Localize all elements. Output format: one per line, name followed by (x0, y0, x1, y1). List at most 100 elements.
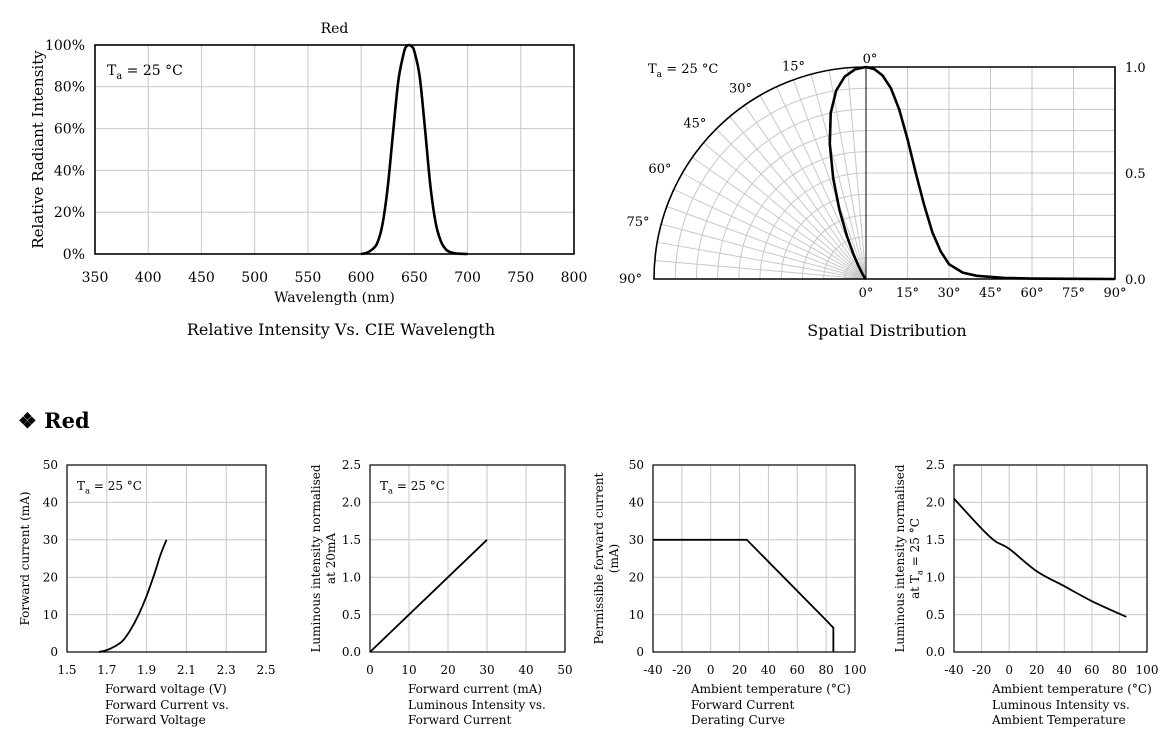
y-axis-label-line: (mA) (607, 544, 621, 573)
y-tick-label: 0.5 (342, 608, 361, 622)
plot-frame (653, 66, 1116, 280)
y-tick-label: 2.5 (342, 458, 361, 472)
y-tick-label: 20 (43, 570, 58, 584)
x-tick-label: 700 (454, 270, 481, 286)
polar-grid-spoke (729, 116, 867, 280)
y-tick-label: 0 (636, 645, 644, 659)
intensity-axis-label: 0.5 (1125, 167, 1146, 182)
angle-axis-label: 0° (859, 286, 874, 301)
x-tick-label: 100 (1136, 663, 1159, 677)
y-tick-label: 0.0 (926, 645, 945, 659)
y-tick-label: 40 (43, 496, 58, 510)
spectrum-chart: 350 400 450 500 550 600 650 700 750 800 0% 20% 40% 60… (29, 21, 587, 339)
x-tick-label: 0 (707, 663, 715, 677)
y-tick-label: 0 (50, 645, 58, 659)
angle-axis-label: 60° (1020, 286, 1043, 301)
x-tick-label: 1.9 (137, 663, 156, 677)
x-tick-label: 800 (561, 270, 588, 286)
chart-caption-line: Forward Current (408, 713, 512, 727)
x-tick-label: -40 (643, 663, 662, 677)
y-axis-label-line: at Ta = 25 °C (908, 518, 925, 599)
chart-caption-line: Luminous Intensity vs. (992, 698, 1130, 712)
y-axis-label-line: Luminous intensity normalised (893, 464, 907, 652)
x-tick-label: 600 (348, 270, 375, 286)
x-tick-label: 500 (241, 270, 268, 286)
plot-frame (369, 464, 566, 653)
x-tick-label: 450 (188, 270, 215, 286)
y-axis-label-line: Luminous intensity normalised (309, 464, 323, 652)
y-axis-label-line: Permissible forward current (592, 472, 606, 644)
x-tick-label: 0 (1005, 663, 1013, 677)
x-tick-label: 30 (479, 663, 494, 677)
y-axis-label: Relative Radiant Intensity (29, 50, 47, 249)
x-tick-label: 1.7 (97, 663, 116, 677)
polar-grid-spoke (759, 95, 867, 280)
y-tick-label: 2.5 (926, 458, 945, 472)
x-tick-label: 550 (295, 270, 322, 286)
y-tick-label: 80% (54, 80, 85, 96)
chart-title: Red (321, 21, 349, 37)
x-tick-label: 20 (1029, 663, 1044, 677)
x-tick-label: 20 (440, 663, 455, 677)
y-tick-label: 0% (63, 247, 85, 263)
data-series-line (369, 539, 488, 653)
y-tick-label: 100% (45, 38, 85, 54)
x-tick-label: 400 (135, 270, 162, 286)
luminous-current-chart: 0 10 20 30 40 50 0.0 0.5 1.0 1.5 2.0 2.5 Ta = 25 °C F… (309, 458, 573, 727)
x-tick-label: 20 (732, 663, 747, 677)
chart-caption-line: Ambient Temperature (991, 713, 1126, 727)
diamond-bullet-icon: ❖ (18, 408, 37, 433)
y-tick-label: 10 (43, 608, 58, 622)
y-tick-label: 50 (629, 458, 644, 472)
luminous-temperature-chart: -40 -20 0 20 40 60 80 100 0.0 0.5 1.0 1.5 2.0 2.5 Ambi… (893, 458, 1158, 727)
y-axis-label-line: at 20mA (324, 533, 338, 584)
polar-intensity-curve (828, 65, 867, 281)
polar-grid-spoke (682, 172, 867, 280)
polar-grid-spoke (666, 206, 867, 280)
temperature-annotation: Ta = 25 °C (107, 63, 183, 82)
intensity-axis-label: 1.0 (1125, 61, 1146, 76)
polar-grid-spoke (743, 105, 867, 280)
polar-angle-label: 15° (782, 59, 805, 74)
x-tick-label: 10 (401, 663, 416, 677)
polar-angle-label: 75° (626, 215, 649, 230)
x-tick-label: 750 (507, 270, 534, 286)
x-tick-label: 40 (1057, 663, 1072, 677)
polar-grid-spoke (692, 156, 867, 280)
x-axis-label: Ambient temperature (°C) (991, 682, 1152, 696)
angle-axis-label: 15° (896, 286, 919, 301)
chart-caption: Spatial Distribution (807, 321, 966, 340)
y-tick-label: 40 (629, 496, 644, 510)
y-tick-label: 30 (43, 533, 58, 547)
forward-voltage-chart: 1.5 1.7 1.9 2.1 2.3 2.5 0 10 20 30 40 50 Ta = 25 °C F… (18, 458, 276, 727)
polar-grid-spoke (810, 74, 867, 280)
derating-chart: -40 -20 0 20 40 60 80 100 0 10 20 30 40 50 Ambient tem… (592, 458, 866, 727)
x-axis-label: Ambient temperature (°C) (690, 682, 851, 696)
polar-angle-label: 30° (729, 81, 752, 96)
x-tick-label: -40 (944, 663, 963, 677)
data-series-line (360, 43, 468, 256)
polar-grid-spoke (661, 223, 867, 280)
x-tick-label: 60 (790, 663, 805, 677)
x-axis-label: Forward voltage (V) (105, 682, 227, 696)
chart-caption-line: Forward Voltage (105, 713, 206, 727)
x-tick-label: 2.1 (177, 663, 196, 677)
temperature-annotation: Ta = 25 °C (380, 479, 445, 496)
plot-frame (94, 44, 575, 255)
y-tick-label: 0.5 (926, 608, 945, 622)
x-tick-label: -20 (972, 663, 991, 677)
angle-axis-label: 30° (937, 286, 960, 301)
x-tick-label: 40 (518, 663, 533, 677)
plot-frame (652, 464, 856, 653)
y-tick-label: 0.0 (342, 645, 361, 659)
x-tick-label: 2.5 (256, 663, 275, 677)
polar-angle-label: 0° (863, 52, 878, 67)
polar-grid-spoke (703, 142, 867, 280)
x-axis-label: Wavelength (nm) (274, 290, 395, 306)
plot-frame (953, 464, 1148, 653)
temperature-annotation: Ta = 25 °C (648, 62, 718, 80)
y-tick-label: 60% (54, 122, 85, 138)
polar-grid-spoke (828, 70, 867, 280)
chart-caption-line: Derating Curve (691, 713, 785, 727)
polar-grid-spoke (715, 128, 867, 280)
